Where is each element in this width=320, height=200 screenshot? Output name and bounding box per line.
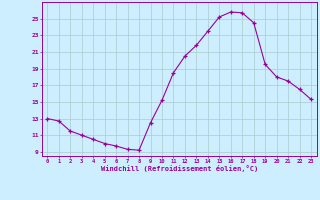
X-axis label: Windchill (Refroidissement éolien,°C): Windchill (Refroidissement éolien,°C) [100, 165, 258, 172]
